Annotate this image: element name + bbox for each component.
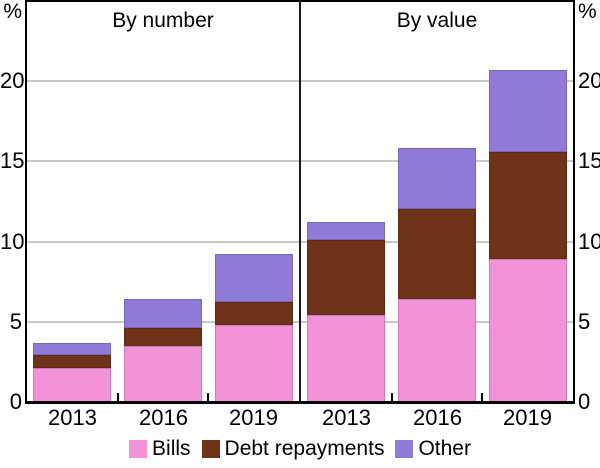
y-axis-right-line bbox=[573, 0, 575, 404]
panel-title-by-number: By number bbox=[112, 9, 214, 32]
x-label-panel1-2016: 2016 bbox=[413, 405, 462, 430]
y-label-right-5: 5 bbox=[578, 309, 591, 334]
bar-by-value-2019-debt-repayments bbox=[489, 152, 567, 259]
bar-by-number-2016-debt-repayments bbox=[124, 328, 202, 346]
x-label-panel0-2013: 2013 bbox=[48, 405, 97, 430]
x-label-panel1-2013: 2013 bbox=[322, 405, 371, 430]
bar-by-value-2019-bills bbox=[489, 259, 567, 402]
bar-by-number-2013-bills bbox=[33, 368, 111, 402]
y-axis-unit-left: % bbox=[3, 0, 22, 23]
x-axis-tick bbox=[117, 393, 119, 401]
bar-by-value-2016-debt-repayments bbox=[398, 209, 476, 299]
legend: Bills Debt repayments Other bbox=[0, 437, 600, 461]
y-label-left-10: 10 bbox=[0, 229, 25, 254]
legend-item-bills: Bills bbox=[129, 437, 191, 461]
legend-label-other: Other bbox=[418, 437, 471, 460]
debt-repayments-swatch-icon bbox=[201, 440, 220, 458]
other-swatch-icon bbox=[395, 440, 414, 458]
bar-by-number-2013-other bbox=[33, 343, 111, 355]
bar-by-value-2019-other bbox=[489, 70, 567, 152]
bar-by-number-2016-other bbox=[124, 299, 202, 328]
x-label-panel1-2019: 2019 bbox=[503, 405, 552, 430]
panel-divider-line bbox=[299, 0, 301, 404]
y-label-right-0: 0 bbox=[578, 389, 591, 414]
x-axis-tick bbox=[207, 393, 209, 401]
bar-by-value-2013-other bbox=[307, 222, 385, 240]
y-label-left-15: 15 bbox=[0, 148, 25, 173]
bar-by-number-2013-debt-repayments bbox=[33, 355, 111, 368]
legend-item-debt-repayments: Debt repayments bbox=[201, 437, 385, 461]
bar-by-number-2019-other bbox=[215, 254, 293, 302]
legend-label-bills: Bills bbox=[152, 437, 191, 460]
y-label-right-15: 15 bbox=[578, 148, 600, 173]
bar-by-number-2019-debt-repayments bbox=[215, 302, 293, 325]
y-axis-unit-right: % bbox=[578, 0, 597, 23]
x-axis-tick bbox=[481, 393, 483, 401]
bar-by-number-2016-bills bbox=[124, 346, 202, 402]
bar-by-value-2016-other bbox=[398, 148, 476, 209]
x-label-panel0-2019: 2019 bbox=[229, 405, 278, 430]
y-label-left-5: 5 bbox=[9, 309, 22, 334]
panel-title-by-value: By value bbox=[396, 9, 478, 32]
y-label-right-20: 20 bbox=[578, 68, 600, 93]
y-label-left-20: 20 bbox=[0, 68, 25, 93]
bar-by-number-2019-bills bbox=[215, 325, 293, 402]
x-axis-tick bbox=[391, 393, 393, 401]
y-axis-left-line bbox=[25, 0, 27, 404]
y-label-left-0: 0 bbox=[9, 389, 22, 414]
bar-by-value-2013-debt-repayments bbox=[307, 240, 385, 315]
legend-label-debt-repayments: Debt repayments bbox=[224, 437, 385, 460]
bar-by-value-2013-bills bbox=[307, 315, 385, 402]
legend-item-other: Other bbox=[395, 437, 471, 461]
y-label-right-10: 10 bbox=[578, 229, 600, 254]
x-label-panel0-2016: 2016 bbox=[139, 405, 188, 430]
bar-by-value-2016-bills bbox=[398, 299, 476, 402]
bills-swatch-icon bbox=[129, 440, 148, 458]
